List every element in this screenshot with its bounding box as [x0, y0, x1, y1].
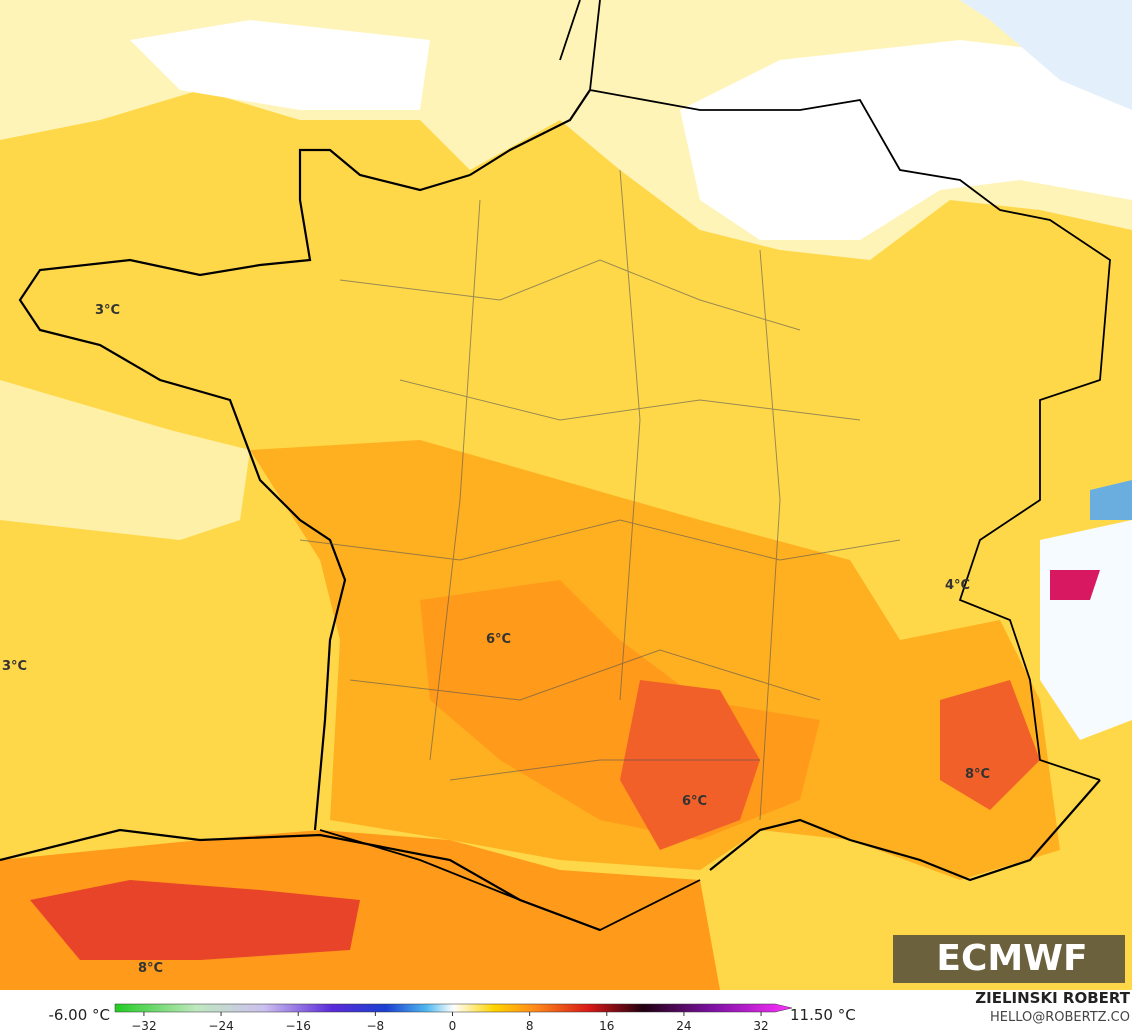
colorbar-tick-label: 16 — [599, 1019, 614, 1033]
map-label: 6°C — [682, 794, 707, 809]
colorbar-tick-label: 24 — [676, 1019, 691, 1033]
field-red — [30, 880, 360, 960]
credit-name: ZIELINSKI ROBERT — [975, 989, 1130, 1007]
colorbar — [114, 1003, 793, 1013]
colorbar-tick-label: −24 — [208, 1019, 233, 1033]
field-blue — [960, 0, 1132, 110]
map-label: 8°C — [965, 767, 990, 782]
map-label: 3°C — [2, 659, 27, 674]
colorbar-tick-label: 8 — [526, 1019, 534, 1033]
map-label: 3°C — [95, 303, 120, 318]
field-blue — [1090, 480, 1132, 520]
field-white — [680, 40, 1132, 240]
map — [0, 0, 1132, 990]
colorbar-tick-label: −32 — [131, 1019, 156, 1033]
colorbar-tick-label: 0 — [449, 1019, 457, 1033]
logo-box — [893, 935, 1125, 983]
border — [319, 0, 1111, 931]
field-orange — [250, 440, 1060, 880]
footer — [0, 990, 1132, 1035]
map-label: 4°C — [945, 578, 970, 593]
coastline — [0, 89, 1101, 932]
field-red — [620, 680, 760, 850]
colorbar-max: 11.50 °C — [790, 1006, 856, 1024]
field-red — [940, 680, 1040, 810]
credit-contact: HELLO@ROBERTZ.CO — [990, 1010, 1130, 1025]
colorbar-tick-label: −8 — [367, 1019, 385, 1033]
logo: ECMWF — [936, 938, 1087, 979]
region-borders — [299, 169, 901, 821]
colorbar-min: -6.00 °C — [48, 1006, 110, 1024]
map-label: 8°C — [138, 961, 163, 976]
colorbar-tick-label: 32 — [753, 1019, 768, 1033]
map-label: 6°C — [486, 632, 511, 647]
field-light — [0, 380, 250, 540]
colorbar-tick-label: −16 — [286, 1019, 311, 1033]
field-white — [130, 20, 430, 110]
field-red — [1050, 570, 1100, 600]
